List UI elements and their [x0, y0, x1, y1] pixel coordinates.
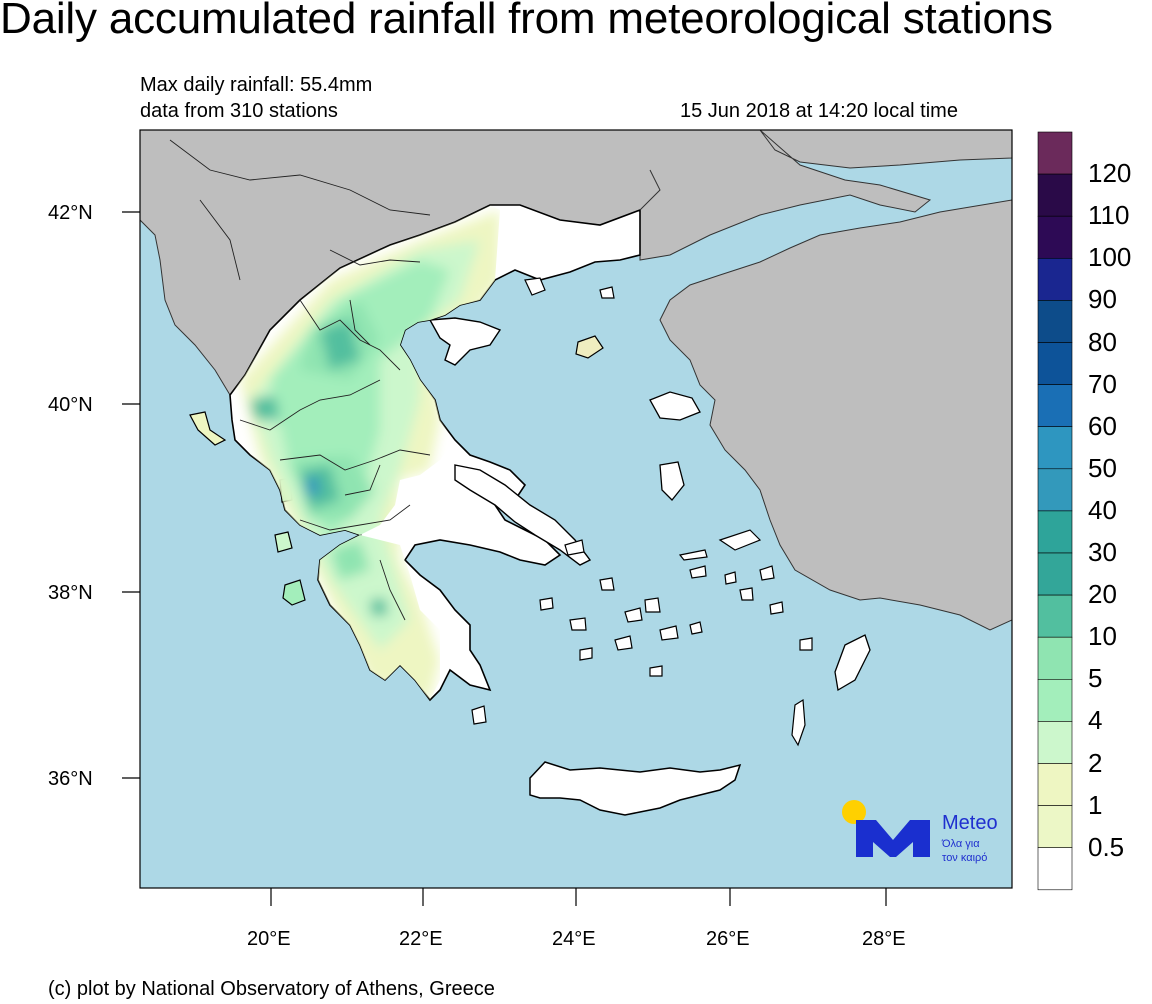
legend-label: 5 [1088, 663, 1103, 694]
legend-swatch [1037, 594, 1073, 638]
legend-swatch [1037, 763, 1073, 806]
turkey-land [659, 199, 1012, 631]
lon-tick-label: 26°E [706, 928, 750, 950]
lat-tick-label: 40°N [48, 394, 93, 416]
legend-swatch [1037, 805, 1073, 848]
logo-tagline-1: Όλα για [942, 838, 980, 850]
lon-tick-label: 28°E [862, 928, 906, 950]
stations-count-text: data from 310 stations [140, 100, 338, 122]
legend-swatch [1037, 678, 1073, 722]
legend-swatch [1037, 342, 1073, 385]
logo-tagline-2: τον καιρό [942, 852, 988, 864]
legend-swatch [1037, 636, 1073, 680]
axis-ticks [122, 211, 887, 906]
legend-label: 2 [1088, 747, 1103, 778]
region-borders [169, 139, 431, 621]
legend-label: 40 [1088, 494, 1117, 525]
cyclades-islands [471, 539, 813, 725]
chalkidiki [428, 317, 502, 366]
legend-swatch [1037, 847, 1073, 891]
legend-label: 80 [1088, 326, 1117, 357]
meteo-logo [842, 800, 930, 857]
legend-swatch [1037, 426, 1073, 470]
lon-tick-label: 20°E [247, 928, 291, 950]
legend-label: 0.5 [1088, 831, 1125, 862]
timestamp-text: 15 Jun 2018 at 14:20 local time [680, 100, 958, 122]
logo-name: Meteo [942, 812, 998, 834]
legend-label: 30 [1088, 537, 1117, 567]
legend-label: 60 [1088, 410, 1117, 441]
legend-swatch [1037, 173, 1073, 217]
legend-label: 20 [1088, 579, 1117, 610]
lat-tick-label: 38°N [48, 582, 93, 604]
legend-label: 10 [1088, 621, 1117, 652]
legend-label: 100 [1088, 242, 1132, 273]
legend-label: 4 [1088, 705, 1103, 736]
lon-tick-label: 24°E [552, 928, 596, 950]
legend-colorbar [1037, 131, 1073, 891]
legend-swatch [1037, 510, 1073, 554]
credit-footer: (c) plot by National Observatory of Athe… [48, 978, 495, 1000]
legend-label: 120 [1088, 158, 1132, 189]
legend-swatch [1037, 468, 1073, 512]
lat-tick-label: 36°N [48, 768, 93, 790]
lon-tick-label: 22°E [399, 928, 443, 950]
legend-label: 1 [1088, 789, 1103, 820]
legend-label: 50 [1088, 452, 1117, 483]
legend-label: 90 [1088, 284, 1117, 315]
legend-label: 110 [1088, 200, 1130, 231]
legend-swatch [1037, 300, 1073, 343]
legend-swatch [1037, 721, 1073, 764]
legend-swatch [1037, 131, 1073, 175]
legend-swatch [1037, 215, 1073, 259]
legend-label: 70 [1088, 368, 1117, 399]
max-rainfall-text: Max daily rainfall: 55.4mm [140, 74, 373, 96]
legend-swatch [1037, 384, 1073, 428]
legend-swatch [1037, 552, 1073, 596]
evia-island [454, 464, 592, 566]
legend-swatch [1037, 257, 1073, 301]
crete-island [529, 761, 742, 816]
lat-tick-label: 42°N [48, 202, 93, 224]
map-title: Daily accumulated rainfall from meteorol… [0, 0, 1053, 43]
